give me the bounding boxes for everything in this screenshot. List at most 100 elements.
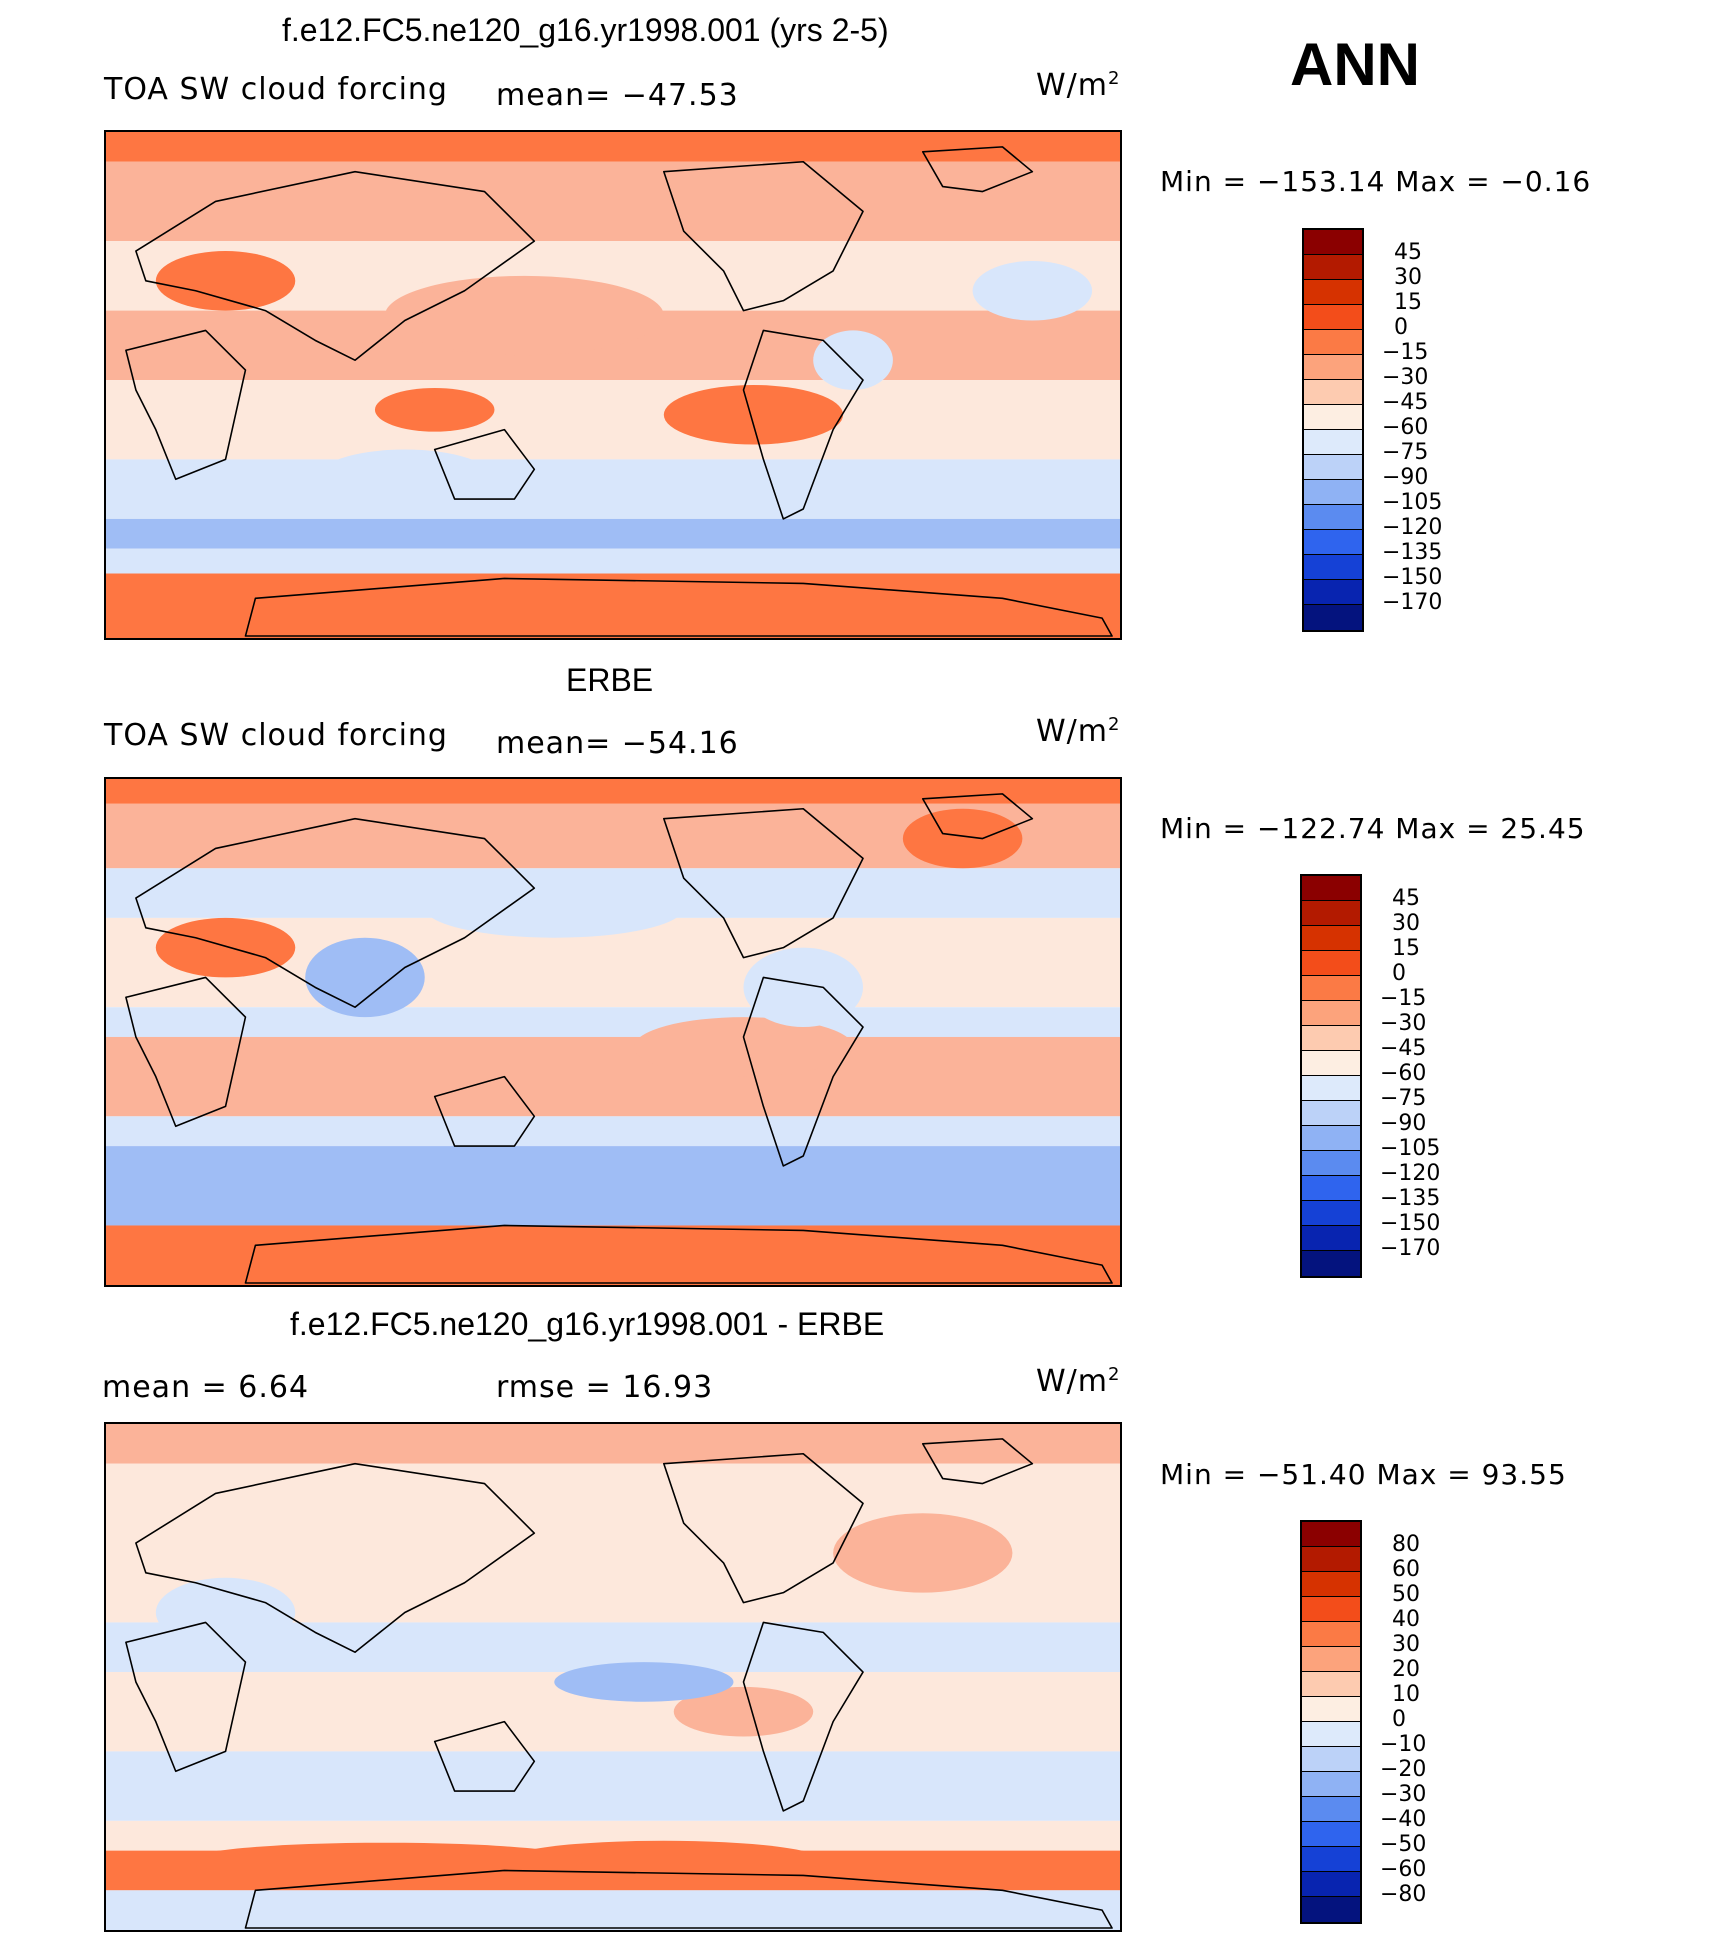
contour-feature <box>185 1842 585 1879</box>
contour-feature <box>305 937 425 1018</box>
latitude-band <box>106 1007 1120 1037</box>
latitude-band <box>106 161 1120 242</box>
min-max-label: Min = −122.74 Max = 25.45 <box>1160 812 1586 845</box>
colorbar-tick-label: −30 <box>1380 1011 1427 1036</box>
colorbar-segment <box>1304 530 1362 555</box>
colorbar-strip <box>1300 874 1362 1278</box>
colorbar-tick-label: 15 <box>1392 936 1420 961</box>
colorbar-tick-label: −30 <box>1382 365 1429 390</box>
colorbar-segment <box>1302 1076 1360 1101</box>
contour-feature <box>155 1577 296 1648</box>
colorbar-tick-label: −80 <box>1380 1882 1427 1907</box>
map-panel-observation <box>104 777 1122 1287</box>
contour-feature <box>424 878 684 938</box>
latitude-band <box>106 779 1120 804</box>
colorbar-segment <box>1302 1572 1360 1597</box>
colorbar-segment <box>1302 1647 1360 1672</box>
colorbar-segment <box>1302 926 1360 951</box>
colorbar-segment <box>1304 380 1362 405</box>
colorbar-tick-label: 30 <box>1392 1632 1420 1657</box>
colorbar-tick-label: −50 <box>1380 1832 1427 1857</box>
colorbar-segment <box>1304 605 1362 630</box>
contour-feature <box>633 1017 854 1077</box>
coastline <box>742 976 864 1167</box>
colorbar-segment <box>1302 1101 1360 1126</box>
coastline <box>742 1621 864 1812</box>
min-max-label: Min = −51.40 Max = 93.55 <box>1160 1458 1567 1491</box>
contour-feature <box>554 1662 734 1702</box>
colorbar-segment <box>1302 1847 1360 1872</box>
colorbar-segment <box>1302 1176 1360 1201</box>
colorbar-segment <box>1302 901 1360 926</box>
coastline <box>135 170 536 361</box>
colorbar-tick-label: 50 <box>1392 1582 1420 1607</box>
colorbar-tick-label: 30 <box>1394 265 1422 290</box>
colorbar-tick-label: −45 <box>1382 390 1429 415</box>
contour-feature <box>673 1686 814 1737</box>
colorbar-segment <box>1302 1622 1360 1647</box>
coastline <box>433 1075 536 1147</box>
latitude-band <box>106 1424 1120 1464</box>
colorbar-tick-label: 20 <box>1392 1657 1420 1682</box>
contour-feature <box>813 330 893 390</box>
colorbar-segment <box>1302 1251 1360 1276</box>
colorbar-tick-label: 0 <box>1394 315 1408 340</box>
colorbar-segment <box>1302 1126 1360 1151</box>
units-label: W/m2 <box>1036 714 1121 749</box>
coastline <box>921 793 1034 840</box>
panel-variable-label: TOA SW cloud forcing <box>104 718 448 753</box>
contour-feature <box>155 251 296 311</box>
units-label: W/m2 <box>1036 68 1121 103</box>
colorbar-strip <box>1302 228 1364 632</box>
colorbar-segment <box>1302 1722 1360 1747</box>
colorbar-tick-label: −15 <box>1380 986 1427 1011</box>
contour-feature <box>833 1513 1013 1593</box>
contour-feature <box>374 387 495 432</box>
coastline <box>125 329 247 481</box>
contour-feature <box>504 1840 824 1881</box>
map-panel-model <box>104 130 1122 640</box>
latitude-band <box>106 548 1120 574</box>
coastline <box>244 1224 1113 1284</box>
colorbar-tick-label: −120 <box>1382 515 1443 540</box>
coastline <box>244 577 1113 637</box>
latitude-band <box>106 1751 1120 1821</box>
colorbar-segment <box>1302 1151 1360 1176</box>
colorbar-segment <box>1302 1672 1360 1697</box>
colorbar-segment <box>1302 976 1360 1001</box>
map-panel-difference <box>104 1422 1122 1932</box>
colorbar-segment <box>1302 876 1360 901</box>
colorbar-tick-label: 40 <box>1392 1607 1420 1632</box>
colorbar-segment <box>1302 1872 1360 1897</box>
colorbar-segment <box>1302 1797 1360 1822</box>
colorbar-tick-label: 10 <box>1392 1682 1420 1707</box>
colorbar-segment <box>1302 951 1360 976</box>
colorbar-segment <box>1304 430 1362 455</box>
coastline <box>125 976 247 1128</box>
colorbar-segment <box>1302 1897 1360 1922</box>
coastline <box>125 1621 247 1773</box>
panel-title: f.e12.FC5.ne120_g16.yr1998.001 - ERBE <box>290 1306 885 1342</box>
colorbar-tick-label: −10 <box>1380 1732 1427 1757</box>
colorbar-segment <box>1302 1001 1360 1026</box>
colorbar-segment <box>1304 505 1362 530</box>
colorbar-tick-label: −60 <box>1380 1857 1427 1882</box>
colorbar-segment <box>1304 330 1362 355</box>
contour-feature <box>315 449 495 510</box>
colorbar-tick-label: −20 <box>1380 1757 1427 1782</box>
coastline <box>742 329 864 520</box>
colorbar-segment <box>1302 1822 1360 1847</box>
colorbar-tick-label: 45 <box>1392 886 1420 911</box>
colorbar-tick-label: −60 <box>1380 1061 1427 1086</box>
panel-title: f.e12.FC5.ne120_g16.yr1998.001 (yrs 2-5) <box>282 12 889 48</box>
colorbar-tick-label: −30 <box>1380 1782 1427 1807</box>
contour-map <box>106 1424 1120 1930</box>
colorbar-segment <box>1304 555 1362 580</box>
colorbar-segment <box>1302 1772 1360 1797</box>
colorbar-tick-label: −60 <box>1382 415 1429 440</box>
colorbar-segment <box>1302 1597 1360 1622</box>
colorbar-tick-label: −75 <box>1380 1086 1427 1111</box>
coastline <box>135 1462 536 1653</box>
coastline <box>433 428 536 500</box>
colorbar-tick-label: 0 <box>1392 1707 1406 1732</box>
